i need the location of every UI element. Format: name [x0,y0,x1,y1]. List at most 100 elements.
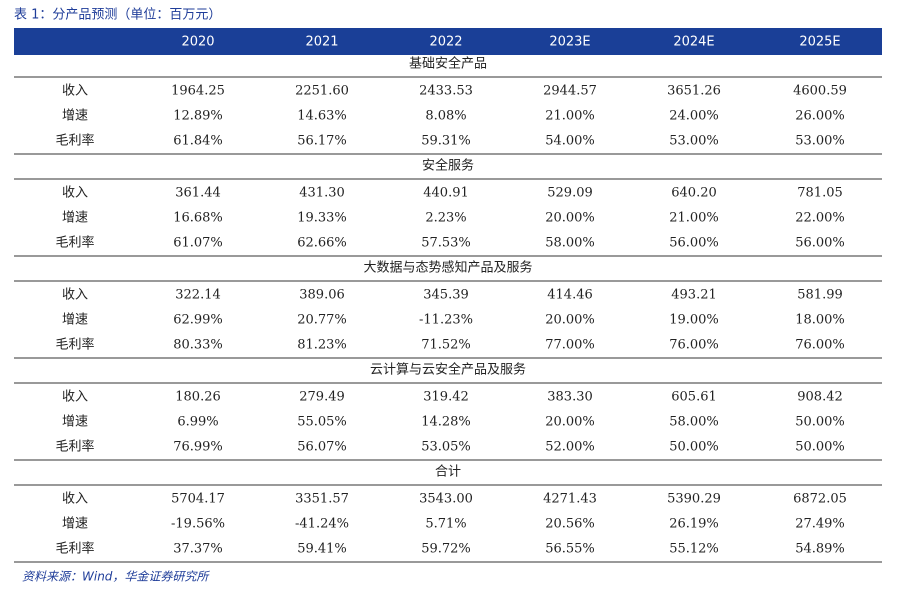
section-title: 大数据与态势感知产品及服务 [363,260,532,276]
cell: 22.00% [795,211,845,226]
cell: 59.41% [297,542,347,557]
cell: 80.33% [173,338,223,353]
cell: 16.68% [173,211,223,226]
cell: 361.44 [175,186,221,201]
cell: 322.14 [175,288,221,303]
cell: 2433.53 [419,84,473,99]
cell: 53.00% [669,134,719,149]
cell: 37.37% [173,542,223,557]
cell: 2.23% [425,211,466,226]
cell: 76.00% [669,338,719,353]
cell: 54.00% [545,134,595,149]
row-label: 毛利率 [55,133,94,149]
cell: 20.00% [545,211,595,226]
cell: 20.00% [545,415,595,430]
row-label: 毛利率 [55,337,94,353]
cell: 71.52% [421,338,471,353]
cell: 529.09 [547,186,593,201]
cell: 14.28% [421,415,471,430]
cell: 4600.59 [793,84,847,99]
cell: 55.12% [669,542,719,557]
column-header: 2024E [673,35,714,50]
cell: 908.42 [797,390,843,405]
row-label: 收入 [62,84,88,99]
cell: 5.71% [425,517,466,532]
cell: 59.72% [421,542,471,557]
cell: 54.89% [795,542,845,557]
cell: 5704.17 [171,492,225,507]
cell: 77.00% [545,338,595,353]
row-label: 毛利率 [55,439,94,455]
row-label: 毛利率 [55,235,94,251]
cell: 383.30 [547,390,593,405]
cell: 56.55% [545,542,595,557]
cell: 55.05% [297,415,347,430]
cell: 319.42 [423,390,469,405]
cell: 20.56% [545,517,595,532]
cell: 4271.43 [543,492,597,507]
cell: -41.24% [295,517,349,532]
cell: 414.46 [547,288,593,303]
header-bar [14,28,882,55]
cell: 53.00% [795,134,845,149]
cell: 781.05 [797,186,843,201]
cell: 53.05% [421,440,471,455]
cell: 58.00% [669,415,719,430]
cell: 56.07% [297,440,347,455]
row-label: 收入 [62,492,88,507]
row-label: 收入 [62,390,88,405]
row-label: 增速 [62,211,88,226]
column-header: 2023E [549,35,590,50]
row-label: 增速 [62,415,88,430]
cell: 3543.00 [419,492,473,507]
cell: 279.49 [299,390,345,405]
cell: 2944.57 [543,84,597,99]
row-label: 增速 [62,313,88,328]
cell: 50.00% [795,415,845,430]
cell: 3351.57 [295,492,349,507]
cell: 21.00% [545,109,595,124]
row-label: 毛利率 [55,541,94,557]
row-label: 收入 [62,186,88,201]
section-title: 基础安全产品 [409,56,487,72]
cell: 21.00% [669,211,719,226]
cell: 6872.05 [793,492,847,507]
cell: 12.89% [173,109,223,124]
source: 资料来源：Wind，华金证券研究所 [22,570,210,584]
section-title: 安全服务 [422,158,474,174]
cell: 56.00% [669,236,719,251]
row-label: 增速 [62,517,88,532]
cell: 180.26 [175,390,221,405]
cell: 493.21 [671,288,717,303]
cell: 57.53% [421,236,471,251]
cell: 6.99% [177,415,218,430]
cell: 19.33% [297,211,347,226]
cell: 50.00% [669,440,719,455]
column-header: 2021 [305,35,338,50]
column-header: 2022 [429,35,462,50]
cell: 640.20 [671,186,717,201]
cell: 62.66% [297,236,347,251]
row-label: 收入 [62,288,88,303]
cell: 81.23% [297,338,347,353]
cell: 50.00% [795,440,845,455]
cell: 14.63% [297,109,347,124]
column-header: 2025E [799,35,840,50]
cell: 19.00% [669,313,719,328]
cell: -11.23% [419,313,473,328]
cell: 389.06 [299,288,345,303]
cell: 440.91 [423,186,469,201]
cell: 61.84% [173,134,223,149]
cell: 76.99% [173,440,223,455]
cell: 76.00% [795,338,845,353]
cell: 59.31% [421,134,471,149]
cell: 26.19% [669,517,719,532]
cell: 1964.25 [171,84,225,99]
cell: 56.17% [297,134,347,149]
section-title: 云计算与云安全产品及服务 [370,362,526,378]
cell: 61.07% [173,236,223,251]
cell: 8.08% [425,109,466,124]
cell: 3651.26 [667,84,721,99]
cell: 26.00% [795,109,845,124]
